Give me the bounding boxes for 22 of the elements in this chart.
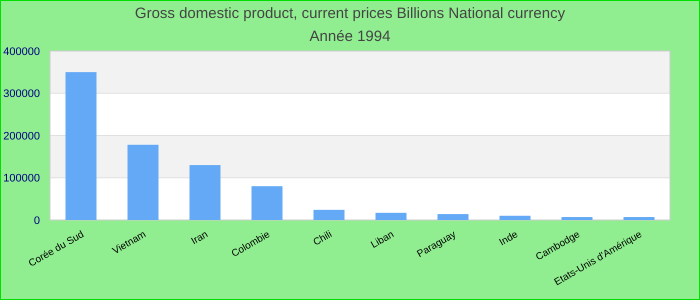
- x-tick-label: Inde: [498, 228, 520, 248]
- bar: [190, 165, 220, 220]
- bar: [624, 217, 654, 220]
- y-tick-label: 0: [34, 214, 40, 227]
- bar: [562, 217, 592, 220]
- bar: [376, 212, 406, 220]
- x-tick-label: Liban: [369, 229, 396, 251]
- y-tick-label: 400000: [3, 46, 40, 58]
- y-tick-label: 300000: [3, 88, 40, 100]
- bar: [500, 216, 530, 220]
- chart-subtitle: Année 1994: [310, 28, 390, 45]
- bar: [438, 214, 468, 220]
- y-tick-label: 100000: [3, 172, 40, 185]
- x-tick-label: Chili: [312, 229, 334, 248]
- bar: [252, 186, 282, 220]
- bar: [314, 210, 344, 220]
- y-tick-label: 200000: [3, 130, 40, 142]
- x-tick-label: Iran: [190, 229, 210, 248]
- bar: [66, 72, 96, 220]
- chart-title: Gross domestic product, current prices Billions National currency: [134, 5, 566, 22]
- x-tick-label: Corée du Sud: [27, 229, 86, 270]
- bar: [128, 144, 158, 220]
